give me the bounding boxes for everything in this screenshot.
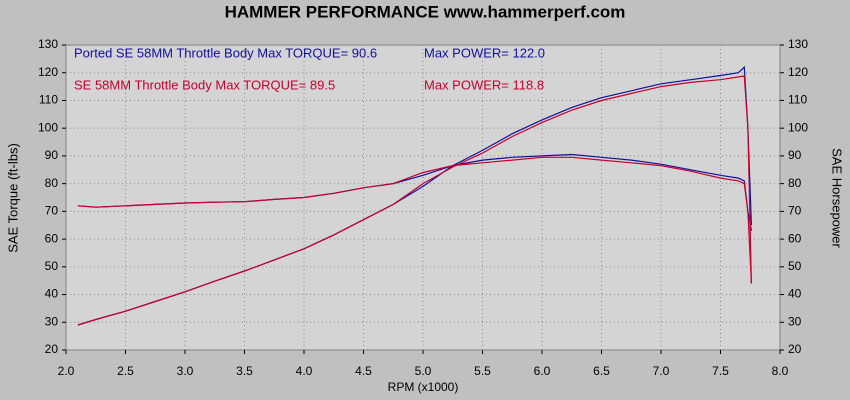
legend-entry: Max POWER= 122.0 xyxy=(424,45,545,60)
y2-tick-label: 50 xyxy=(788,259,802,273)
y2-tick-label: 40 xyxy=(788,287,802,301)
y2-tick-label: 30 xyxy=(788,314,802,328)
y-tick-label: 50 xyxy=(45,259,59,273)
y2-tick-label: 70 xyxy=(788,204,802,218)
y-tick-label: 120 xyxy=(38,65,58,79)
x-tick-label: 2.0 xyxy=(58,364,75,378)
y-tick-label: 130 xyxy=(38,37,58,51)
y2-tick-label: 130 xyxy=(788,37,808,51)
x-tick-label: 7.0 xyxy=(653,364,670,378)
y-tick-label: 70 xyxy=(45,204,59,218)
y-tick-label: 40 xyxy=(45,287,59,301)
y-tick-label: 90 xyxy=(45,148,59,162)
series-line xyxy=(77,156,752,284)
x-tick-label: 2.5 xyxy=(117,364,134,378)
y2-tick-label: 100 xyxy=(788,120,808,134)
y-tick-label: 30 xyxy=(45,314,59,328)
x-tick-label: 6.0 xyxy=(534,364,551,378)
y-tick-label: 110 xyxy=(39,93,58,107)
y2-tick-label: 60 xyxy=(788,231,802,245)
x-tick-label: 3.5 xyxy=(236,364,253,378)
x-tick-label: 6.5 xyxy=(593,364,610,378)
x-tick-label: 4.0 xyxy=(296,364,313,378)
y-axis-label: SAE Torque (ft-lbs) xyxy=(5,143,20,253)
y-tick-label: 20 xyxy=(45,342,59,356)
x-tick-label: 7.5 xyxy=(712,364,729,378)
series-line xyxy=(77,75,752,326)
x-tick-label: 3.0 xyxy=(177,364,194,378)
y2-tick-label: 20 xyxy=(788,342,802,356)
legend-entry: Max POWER= 118.8 xyxy=(424,77,544,92)
y-tick-label: 60 xyxy=(45,231,59,245)
y2-tick-label: 110 xyxy=(788,93,807,107)
y2-axis-label: SAE Horsepower xyxy=(830,148,845,248)
y2-tick-label: 90 xyxy=(788,148,802,162)
y-tick-label: 80 xyxy=(45,176,59,190)
legend-entry: Ported SE 58MM Throttle Body Max TORQUE=… xyxy=(74,45,377,60)
y2-tick-label: 120 xyxy=(788,65,808,79)
chart-title: HAMMER PERFORMANCE www.hammerperf.com xyxy=(225,2,626,21)
x-tick-label: 4.5 xyxy=(355,364,372,378)
x-tick-label: 5.0 xyxy=(415,364,432,378)
y-tick-label: 100 xyxy=(38,120,58,134)
x-tick-label: 8.0 xyxy=(772,364,789,378)
y2-tick-label: 80 xyxy=(788,176,802,190)
x-tick-label: 5.5 xyxy=(474,364,491,378)
legend-entry: SE 58MM Throttle Body Max TORQUE= 89.5 xyxy=(74,77,335,92)
x-axis-label: RPM (x1000) xyxy=(388,380,459,394)
